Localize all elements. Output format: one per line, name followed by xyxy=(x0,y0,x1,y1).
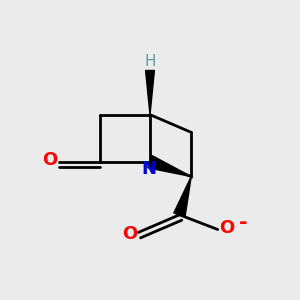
Text: O: O xyxy=(122,225,137,243)
Polygon shape xyxy=(174,176,191,217)
Text: H: H xyxy=(144,54,156,69)
Polygon shape xyxy=(146,70,154,115)
Text: O: O xyxy=(219,219,234,237)
Text: N: N xyxy=(141,160,156,178)
Text: -: - xyxy=(238,213,247,233)
Polygon shape xyxy=(148,156,191,176)
Text: O: O xyxy=(42,151,58,169)
